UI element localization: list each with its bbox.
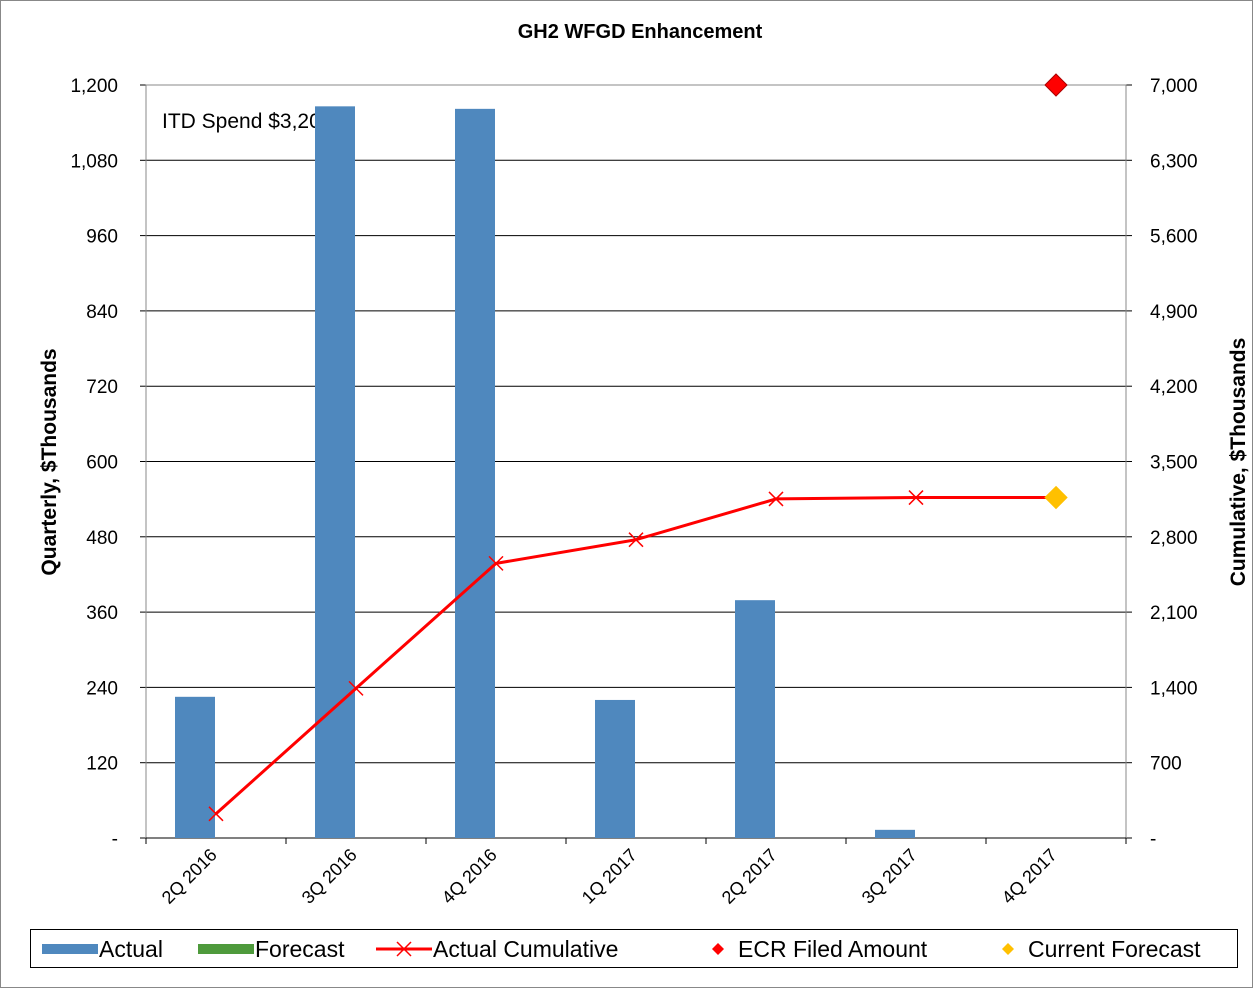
bar [315,106,355,838]
line-marker [488,555,504,571]
legend-label: Forecast [255,936,345,962]
diamond-marker [1044,485,1068,510]
y2-tick-label: 5,600 [1150,227,1198,248]
y-tick-label: - [112,829,118,850]
line-marker [768,491,784,507]
y2-tick-label: - [1150,829,1156,850]
legend-box [30,929,1238,968]
bar [735,600,775,838]
y2-axis-title: Cumulative, $Thousands [1227,338,1250,587]
y2-tick-label: 6,300 [1150,151,1198,172]
legend-swatch [198,944,254,954]
y-tick-label: 360 [86,603,118,624]
y-tick-label: 840 [86,302,118,323]
y2-tick-label: 2,800 [1150,528,1198,549]
y-axis-title: Quarterly, $Thousands [38,348,61,575]
legend-swatch [1002,943,1014,955]
y-tick-label: 120 [86,754,118,775]
y-tick-label: 720 [86,377,118,398]
legend-swatch [396,941,412,957]
bar [595,699,635,838]
y2-tick-label: 4,200 [1150,377,1198,398]
y2-tick-label: 7,000 [1150,76,1198,97]
diamond-marker [1044,73,1068,97]
line-marker [348,680,364,696]
legend-swatch [42,944,98,954]
legend-label: ECR Filed Amount [738,936,928,962]
line-marker [908,490,924,506]
legend-swatch [712,943,724,955]
line-marker [208,806,224,822]
legend-label: Current Forecast [1028,936,1201,962]
chart-title: GH2 WFGD Enhancement [518,21,763,43]
y-tick-label: 240 [86,678,118,699]
legend-label: Actual [99,936,163,962]
bar [175,696,215,838]
y-tick-label: 1,200 [70,76,118,97]
y-tick-label: 600 [86,453,118,474]
annotation: ITD Spend $3,200k [162,110,343,133]
y2-tick-label: 1,400 [1150,678,1198,699]
y-tick-label: 960 [86,227,118,248]
legend-label: Actual Cumulative [433,936,618,962]
y2-tick-label: 700 [1150,754,1182,775]
bar [455,108,495,839]
y2-tick-label: 2,100 [1150,603,1198,624]
y-tick-label: 480 [86,528,118,549]
y-tick-label: 1,080 [70,151,118,172]
y2-tick-label: 4,900 [1150,302,1198,323]
line-marker [628,532,644,548]
bar [875,829,915,838]
y2-tick-label: 3,500 [1150,453,1198,474]
